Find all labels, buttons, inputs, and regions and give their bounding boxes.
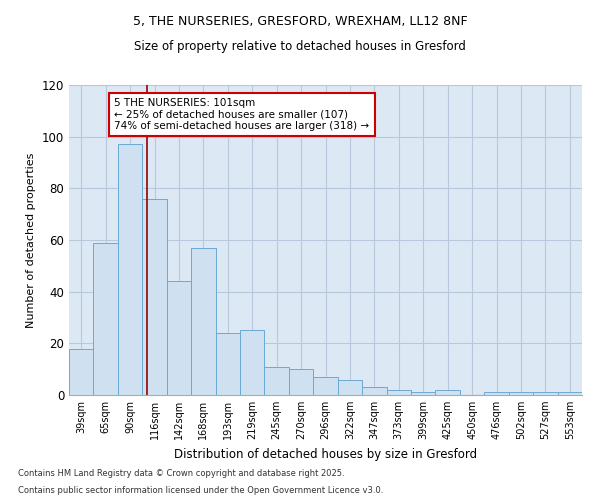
Bar <box>509 392 533 395</box>
Bar <box>118 144 142 395</box>
Bar <box>215 333 240 395</box>
Text: 5 THE NURSERIES: 101sqm
← 25% of detached houses are smaller (107)
74% of semi-d: 5 THE NURSERIES: 101sqm ← 25% of detache… <box>114 98 370 131</box>
Bar <box>557 392 582 395</box>
Bar <box>69 348 94 395</box>
Bar <box>167 282 191 395</box>
Bar <box>313 377 338 395</box>
Bar <box>436 390 460 395</box>
Text: 5, THE NURSERIES, GRESFORD, WREXHAM, LL12 8NF: 5, THE NURSERIES, GRESFORD, WREXHAM, LL1… <box>133 15 467 28</box>
Y-axis label: Number of detached properties: Number of detached properties <box>26 152 36 328</box>
Text: Size of property relative to detached houses in Gresford: Size of property relative to detached ho… <box>134 40 466 53</box>
Bar <box>386 390 411 395</box>
Text: Contains public sector information licensed under the Open Government Licence v3: Contains public sector information licen… <box>18 486 383 495</box>
Bar <box>484 392 509 395</box>
Bar <box>289 369 313 395</box>
Bar <box>240 330 265 395</box>
Bar <box>94 242 118 395</box>
X-axis label: Distribution of detached houses by size in Gresford: Distribution of detached houses by size … <box>174 448 477 460</box>
Bar <box>338 380 362 395</box>
Bar <box>362 387 386 395</box>
Bar <box>533 392 557 395</box>
Bar <box>142 198 167 395</box>
Bar <box>191 248 215 395</box>
Bar <box>265 366 289 395</box>
Bar <box>411 392 436 395</box>
Text: Contains HM Land Registry data © Crown copyright and database right 2025.: Contains HM Land Registry data © Crown c… <box>18 468 344 477</box>
